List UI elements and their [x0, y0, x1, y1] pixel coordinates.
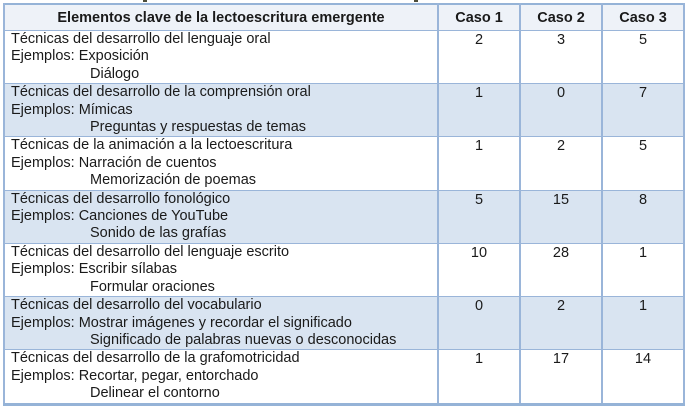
- table-row: Técnicas del desarrollo fonológico Ejemp…: [3, 189, 685, 244]
- caso1-value: 10: [437, 242, 521, 298]
- lectoescritura-table: Elementos clave de la lectoescritura eme…: [3, 3, 685, 406]
- technique-title: Técnicas del desarrollo fonológico: [11, 190, 231, 207]
- cropped-caption-remnant: [414, 0, 418, 2]
- example-1: Canciones de YouTube: [78, 208, 229, 225]
- example-2: Memorización de poemas: [90, 172, 257, 189]
- cropped-caption-remnant: [143, 0, 147, 2]
- header-elements: Elementos clave de la lectoescritura eme…: [3, 3, 439, 31]
- examples-label: Ejemplos:: [11, 154, 75, 171]
- example-2: Significado de palabras nuevas o descono…: [90, 331, 397, 348]
- caso2-value: 2: [519, 296, 603, 351]
- caso2-value: 3: [519, 29, 603, 85]
- caso1-value: 2: [437, 29, 521, 85]
- technique-cell: Técnicas de la animación a la lectoescri…: [3, 136, 439, 191]
- examples-label: Ejemplos:: [11, 208, 75, 225]
- table-row: Técnicas del desarrollo del lenguaje ora…: [3, 29, 685, 85]
- technique-title: Técnicas del desarrollo del vocabulario: [11, 297, 262, 314]
- examples-line: Ejemplos: Narración de cuentos: [5, 155, 437, 172]
- example-2: Formular oraciones: [90, 278, 215, 295]
- examples-line: Ejemplos: Exposición: [5, 48, 437, 65]
- examples-line: Ejemplos: Canciones de YouTube: [5, 208, 437, 225]
- example-2: Diálogo: [90, 65, 140, 82]
- examples-line: Ejemplos: Mostrar imágenes y recordar el…: [5, 315, 437, 332]
- caso3-value: 8: [601, 189, 685, 244]
- caso3-value: 1: [601, 296, 685, 351]
- example-1: Recortar, pegar, entorchado: [78, 367, 259, 384]
- technique-title: Técnicas de la animación a la lectoescri…: [11, 137, 293, 154]
- table-header-row: Elementos clave de la lectoescritura eme…: [3, 3, 685, 31]
- header-caso-2: Caso 2: [519, 3, 603, 31]
- examples-label: Ejemplos:: [11, 48, 75, 65]
- header-caso-3: Caso 3: [601, 3, 685, 31]
- caso1-value: 5: [437, 189, 521, 244]
- caso2-value: 28: [519, 242, 603, 298]
- technique-cell: Técnicas del desarrollo del vocabulario …: [3, 296, 439, 351]
- caso2-value: 2: [519, 136, 603, 191]
- technique-title: Técnicas del desarrollo del lenguaje ora…: [11, 31, 271, 47]
- caso3-value: 1: [601, 242, 685, 298]
- caso3-value: 14: [601, 349, 685, 406]
- example-1: Exposición: [78, 48, 149, 65]
- caso3-value: 7: [601, 83, 685, 138]
- caso1-value: 1: [437, 349, 521, 406]
- caso3-value: 5: [601, 136, 685, 191]
- technique-title: Técnicas del desarrollo del lenguaje esc…: [11, 243, 290, 260]
- table-row: Técnicas del desarrollo de la comprensió…: [3, 83, 685, 138]
- header-caso-1: Caso 1: [437, 3, 521, 31]
- technique-cell: Técnicas del desarrollo fonológico Ejemp…: [3, 189, 439, 244]
- technique-cell: Técnicas del desarrollo de la comprensió…: [3, 83, 439, 138]
- technique-cell: Técnicas del desarrollo del lenguaje esc…: [3, 242, 439, 298]
- table-row: Técnicas del desarrollo del vocabulario …: [3, 296, 685, 351]
- examples-label: Ejemplos:: [11, 261, 75, 278]
- technique-cell: Técnicas del desarrollo de la grafomotri…: [3, 349, 439, 406]
- caso2-value: 15: [519, 189, 603, 244]
- example-2: Delinear el contorno: [90, 385, 220, 402]
- caso2-value: 0: [519, 83, 603, 138]
- technique-title: Técnicas del desarrollo de la grafomotri…: [11, 350, 300, 367]
- examples-label: Ejemplos:: [11, 101, 75, 118]
- examples-line: Ejemplos: Mímicas: [5, 102, 437, 119]
- example-1: Escribir sílabas: [78, 261, 178, 278]
- caso3-value: 5: [601, 29, 685, 85]
- example-2: Preguntas y respuestas de temas: [90, 119, 307, 136]
- examples-line: Ejemplos: Escribir sílabas: [5, 261, 437, 278]
- table-row: Técnicas del desarrollo del lenguaje esc…: [3, 242, 685, 298]
- caso1-value: 1: [437, 83, 521, 138]
- example-1: Mostrar imágenes y recordar el significa…: [78, 314, 352, 331]
- examples-label: Ejemplos:: [11, 314, 75, 331]
- caso2-value: 17: [519, 349, 603, 406]
- caso1-value: 1: [437, 136, 521, 191]
- examples-label: Ejemplos:: [11, 367, 75, 384]
- examples-line: Ejemplos: Recortar, pegar, entorchado: [5, 368, 437, 385]
- table-row: Técnicas de la animación a la lectoescri…: [3, 136, 685, 191]
- example-1: Mímicas: [78, 101, 133, 118]
- example-1: Narración de cuentos: [78, 154, 217, 171]
- table-row: Técnicas del desarrollo de la grafomotri…: [3, 349, 685, 406]
- technique-cell: Técnicas del desarrollo del lenguaje ora…: [3, 29, 439, 85]
- example-2: Sonido de las grafías: [90, 225, 227, 242]
- technique-title: Técnicas del desarrollo de la comprensió…: [11, 84, 311, 101]
- caso1-value: 0: [437, 296, 521, 351]
